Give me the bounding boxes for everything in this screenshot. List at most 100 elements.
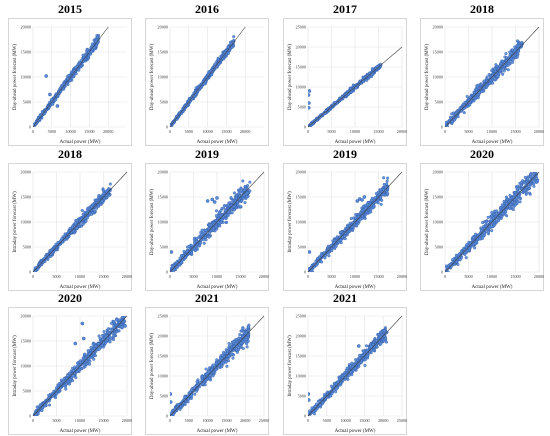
y-tick-label: 10000 [433, 220, 443, 225]
data-point [380, 203, 383, 206]
data-point [493, 210, 496, 213]
data-point [219, 214, 222, 217]
data-point [327, 245, 330, 248]
data-point [480, 83, 483, 86]
data-point [382, 176, 385, 179]
data-point [533, 165, 536, 168]
data-point [505, 198, 508, 201]
data-point [529, 183, 532, 186]
y-tick-label: 10000 [158, 220, 168, 225]
data-point [530, 170, 533, 173]
y-tick-label: 15000 [21, 339, 31, 344]
y-tick-label: 0 [441, 270, 443, 275]
data-point [193, 238, 196, 241]
y-tick-label: 10000 [296, 220, 306, 225]
x-tick-label: 15000 [98, 418, 108, 423]
data-point [109, 341, 112, 344]
y-tick-label: 0 [304, 270, 306, 275]
data-point [244, 193, 247, 196]
data-point [473, 236, 476, 239]
data-point [69, 79, 72, 82]
data-point [82, 213, 85, 216]
chart-title: 2019 [283, 147, 407, 162]
y-tick-label: 5000 [160, 245, 168, 250]
x-tick-label: 0 [169, 129, 171, 134]
data-point [55, 386, 58, 389]
data-point [102, 192, 105, 195]
data-point [54, 396, 57, 399]
x-tick-label: 0 [32, 129, 34, 134]
outlier-point [308, 250, 311, 253]
data-point [88, 207, 91, 210]
x-tick-label: 10000 [202, 129, 212, 134]
outlier-point [307, 93, 310, 96]
x-tick-label: 10000 [65, 129, 75, 134]
y-tick-label: 15000 [433, 195, 443, 200]
data-point [97, 342, 100, 345]
data-point [97, 205, 100, 208]
x-tick-label: 0 [169, 274, 171, 279]
y-tick-label: 5000 [23, 245, 31, 250]
y-axis-label: Day-ahead power forecast (MW) [425, 189, 430, 256]
data-point [91, 43, 94, 46]
x-tick-label: 10000 [350, 129, 360, 134]
data-point [190, 244, 193, 247]
data-point [94, 345, 97, 348]
y-tick-label: 15000 [21, 50, 31, 55]
point-cloud [32, 34, 100, 128]
data-point [233, 209, 236, 212]
data-point [110, 322, 113, 325]
data-point [48, 404, 51, 407]
x-tick-label: 15000 [221, 418, 231, 423]
data-point [523, 189, 526, 192]
data-point [498, 217, 501, 220]
data-point [214, 63, 217, 66]
chart-title: 2018 [8, 147, 132, 162]
data-point [445, 121, 448, 124]
x-tick-label: 15000 [373, 274, 383, 279]
data-point [75, 72, 78, 75]
x-tick-label: 5000 [464, 129, 472, 134]
data-point [208, 236, 211, 239]
data-point [112, 335, 115, 338]
data-point [509, 194, 512, 197]
data-point [73, 366, 76, 369]
y-tick-label: 20000 [21, 25, 31, 30]
y-tick-label: 0 [29, 270, 31, 275]
data-point [535, 170, 538, 173]
data-point [99, 337, 102, 340]
data-point [503, 70, 506, 73]
data-point [502, 212, 505, 215]
data-point [457, 263, 460, 266]
data-point [507, 64, 510, 67]
data-point [513, 202, 516, 205]
data-point [385, 183, 388, 186]
data-point [60, 381, 63, 384]
data-point [246, 196, 249, 199]
data-point [509, 203, 512, 206]
data-point [218, 212, 221, 215]
data-point [233, 192, 236, 195]
data-point [39, 403, 42, 406]
data-point [246, 184, 249, 187]
data-point [370, 199, 373, 202]
x-tick-label: 0 [32, 418, 34, 423]
y-axis-label: Day-ahead power forecast (MW) [13, 44, 18, 111]
outlier-point [360, 198, 363, 201]
y-axis-label: Day-ahead power forecast (MW) [288, 44, 293, 111]
chart-title: 2019 [145, 147, 269, 162]
data-point [372, 204, 375, 207]
point-cloud [444, 40, 524, 129]
data-point [503, 200, 506, 203]
data-point [350, 217, 353, 220]
